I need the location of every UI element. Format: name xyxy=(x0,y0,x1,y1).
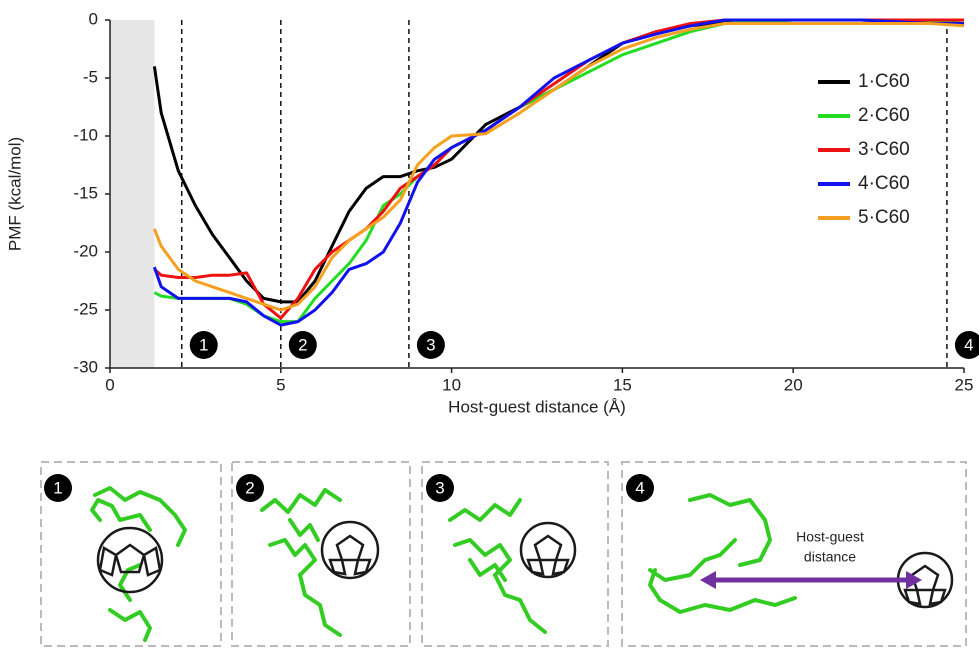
panel-label: 1 xyxy=(53,478,62,497)
x-tick-label: 15 xyxy=(613,375,632,394)
marker-label: 2 xyxy=(298,335,307,354)
series-line xyxy=(154,20,964,318)
molecule-1 xyxy=(92,488,185,640)
x-axis-label: Host-guest distance (Å) xyxy=(448,397,626,416)
legend-label: 1·C60 xyxy=(858,71,910,92)
y-tick-label: -10 xyxy=(73,125,98,144)
annotation: distance xyxy=(804,549,856,565)
marker-label: 3 xyxy=(426,335,435,354)
y-tick-label: -30 xyxy=(73,357,98,376)
legend-label: 5·C60 xyxy=(858,207,910,228)
excluded-region xyxy=(110,20,154,368)
x-tick-label: 0 xyxy=(105,375,114,394)
y-tick-label: -25 xyxy=(73,299,98,318)
x-tick-label: 10 xyxy=(442,375,461,394)
annotation: Host-guest xyxy=(796,529,864,545)
legend-label: 2·C60 xyxy=(858,105,910,126)
y-tick-label: -15 xyxy=(73,183,98,202)
y-tick-label: -20 xyxy=(73,241,98,260)
x-tick-label: 25 xyxy=(955,375,974,394)
series-line xyxy=(154,24,964,311)
molecule-3 xyxy=(450,500,575,632)
panel-label: 2 xyxy=(245,478,254,497)
molecule-2 xyxy=(262,490,378,635)
legend-label: 4·C60 xyxy=(858,173,910,194)
molecule-4: Host-guest distance xyxy=(650,495,952,612)
x-tick-label: 20 xyxy=(784,375,803,394)
series-line xyxy=(154,20,964,325)
arrow-head xyxy=(700,571,716,589)
figure: PMF (kcal/mol) Host-guest distance (Å) xyxy=(0,0,979,650)
marker-label: 1 xyxy=(199,335,208,354)
panel-label: 4 xyxy=(635,478,644,497)
y-tick-label: 0 xyxy=(89,9,98,28)
x-tick-label: 5 xyxy=(276,375,285,394)
legend-label: 3·C60 xyxy=(858,139,910,160)
series-line xyxy=(154,20,964,302)
marker-label: 4 xyxy=(964,335,973,354)
y-tick-label: -5 xyxy=(83,67,98,86)
series-line xyxy=(154,20,964,322)
panel-label: 3 xyxy=(435,478,444,497)
y-axis-label: PMF (kcal/mol) xyxy=(5,137,24,251)
